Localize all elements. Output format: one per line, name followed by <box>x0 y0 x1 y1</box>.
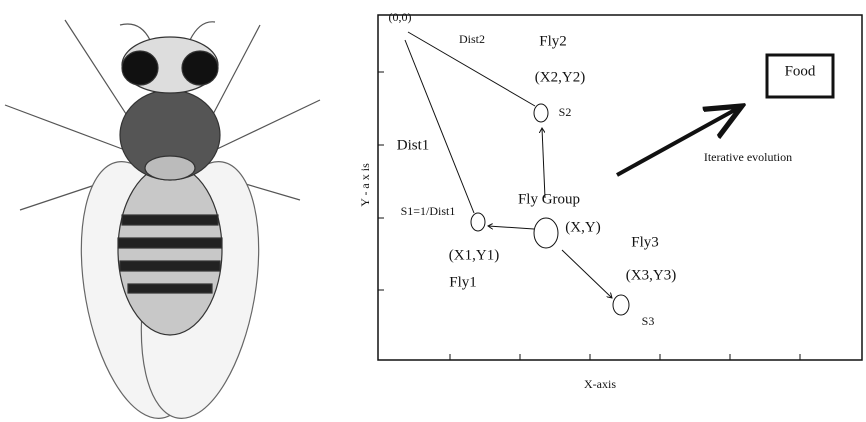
x-axis-label: X-axis <box>584 377 616 391</box>
dist2-label: Dist2 <box>459 32 485 46</box>
fly3-pos: (X3,Y3) <box>626 267 676 283</box>
fly1-pos: (X1,Y1) <box>449 247 499 263</box>
group-pos: (X,Y) <box>565 219 600 235</box>
connectors <box>404 31 742 298</box>
iterative-label: Iterative evolution <box>704 150 792 164</box>
fly2-label: Fly2 <box>539 33 567 49</box>
ticks <box>378 71 801 360</box>
fly3-label: Fly3 <box>631 234 659 250</box>
fly1-label: Fly1 <box>449 274 477 290</box>
food-label: Food <box>785 63 816 79</box>
fly-illustration <box>4 19 321 419</box>
plot-box <box>377 14 863 361</box>
dist1-label: Dist1 <box>397 137 430 153</box>
origin-label: (0,0) <box>389 10 412 24</box>
s1-label: S1=1/Dist1 <box>401 204 456 218</box>
s3-label: S3 <box>642 314 655 328</box>
food-box <box>765 53 835 99</box>
fly2-pos: (X2,Y2) <box>535 69 585 85</box>
fly-group-label: Fly Group <box>518 191 580 207</box>
fly-nodes <box>470 103 630 316</box>
s2-label: S2 <box>559 105 572 119</box>
y-axis-label: Y - a x is <box>358 163 372 207</box>
